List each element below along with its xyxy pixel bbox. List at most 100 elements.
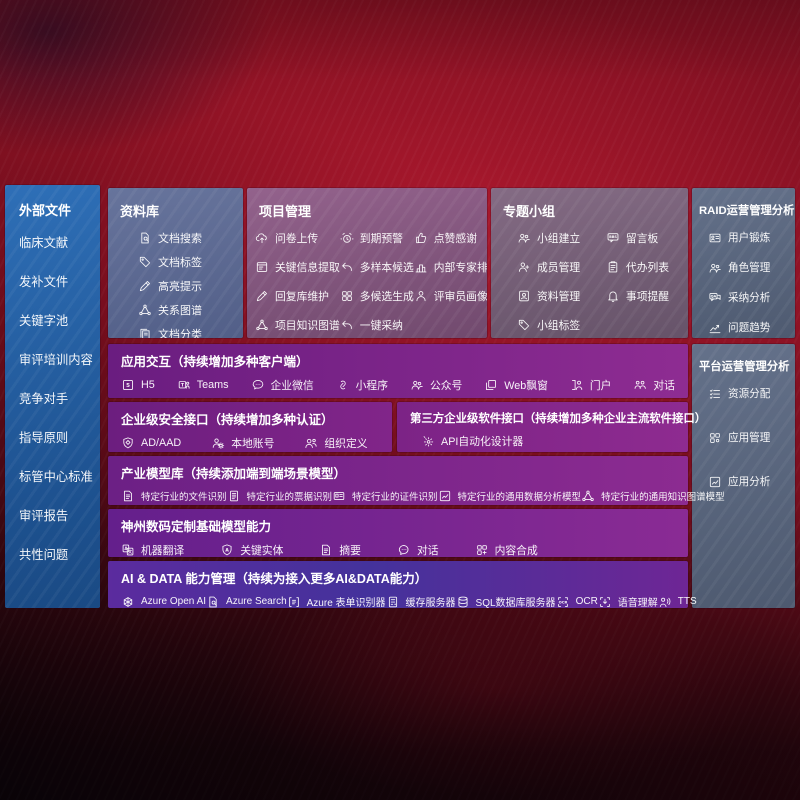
- feature-label: 关系图谱: [158, 305, 202, 317]
- feature-item: 角色管理: [708, 260, 795, 275]
- feature-label: 文档搜索: [158, 233, 202, 245]
- feature-item: 多样本候选: [340, 259, 414, 275]
- svg-text:BBS: BBS: [609, 235, 617, 239]
- platform-title: 平台运营管理分析: [699, 361, 790, 373]
- feature-label: 点赞感谢: [433, 233, 477, 245]
- feature-item: 5 H5: [121, 378, 155, 392]
- groups-column-1: 小组建立 成员管理 资料管理 小组标签: [517, 230, 606, 338]
- doc-magnifier-icon: [206, 595, 220, 609]
- band-items: 特定行业的文件识别 特定行业的票据识别 特定行业的证件识别 特定行业的通用数据分析模型…: [108, 482, 725, 503]
- platform-analysis-panel: 平台运营管理分析 资源分配 应用管理 应用分析: [692, 344, 795, 608]
- id-card-icon: [708, 231, 722, 245]
- feature-label: 文档标签: [158, 257, 202, 269]
- feature-label: 竞争对手: [19, 392, 69, 406]
- feature-label: 资料管理: [537, 291, 581, 303]
- feature-item: TTS: [658, 595, 697, 609]
- overlap-windows-icon: [484, 378, 498, 392]
- invoice-doc-icon: [227, 489, 241, 503]
- feature-label: 评审员画像: [433, 291, 487, 303]
- people-dialog-icon: [633, 378, 647, 392]
- doc-lines-icon: [121, 489, 135, 503]
- pencil-icon: [138, 279, 152, 293]
- node-graph-icon: [255, 318, 269, 332]
- feature-label: H5: [141, 379, 155, 391]
- feature-item: 特定行业的票据识别: [227, 489, 332, 503]
- base-model-band: 神州数码定制基础模型能力 A 文机器翻译 A 关键实体 摘要 对话 内容合成: [108, 509, 688, 557]
- feature-label: 回复库维护: [275, 291, 329, 303]
- feature-item: 用户锻炼: [708, 230, 795, 245]
- feature-label: 应用管理: [728, 432, 771, 444]
- feature-label: 高亮提示: [158, 281, 202, 293]
- feature-label: Azure Search: [226, 596, 287, 607]
- photo-album-icon: [517, 289, 531, 303]
- band-title: 第三方企业级软件接口（持续增加多种企业主流软件接口）: [410, 413, 707, 425]
- feature-label: 项目知识图谱: [275, 320, 340, 332]
- feature-item: BBS 留言板: [606, 230, 688, 246]
- pencil-icon: [255, 289, 269, 303]
- feature-label: 共性问题: [19, 548, 69, 562]
- feature-label: 用户锻炼: [728, 232, 771, 244]
- people-icon: [410, 378, 424, 392]
- qa-bubbles-icon: QA: [708, 291, 722, 305]
- person-door-icon: [570, 378, 584, 392]
- feature-label: 公众号: [429, 380, 463, 392]
- feature-label: 特定行业的通用数据分析模型: [457, 492, 582, 503]
- feature-label: 特定行业的文件识别: [141, 492, 227, 503]
- band-items: A 文机器翻译 A 关键实体 摘要 对话 内容合成: [108, 535, 688, 558]
- feature-label: Azure Open AI: [141, 596, 207, 607]
- platform-list: 资源分配 应用管理 应用分析: [692, 386, 795, 489]
- feature-item: SQL数据库服务器: [456, 594, 556, 609]
- band-title: 产业模型库（持续添加端到端场景模型）: [121, 467, 347, 481]
- feature-item: 一键采纳: [340, 317, 414, 333]
- feature-label: 摘要: [339, 545, 361, 557]
- feature-item: 项目知识图谱: [255, 317, 340, 333]
- grid-plus-icon: [475, 543, 489, 557]
- app-interaction-band: 应用交互（持续增加多种客户端） 5 H5 T Teams 企业微信 小程序 公众号 Web飘窗…: [108, 344, 688, 398]
- feature-label: Web飘窗: [504, 380, 548, 392]
- svg-text:T: T: [181, 383, 185, 389]
- band-items: 5 H5 T Teams 企业微信 小程序 公众号 Web飘窗 门户 对话: [108, 370, 688, 393]
- feature-label: 多样本候选: [359, 262, 414, 274]
- band-title: 应用交互（持续增加多种客户端）: [121, 355, 309, 369]
- svg-text:OCR: OCR: [558, 600, 567, 604]
- grid-2x2-icon: [340, 289, 354, 303]
- teams-logo-icon: T: [177, 378, 191, 392]
- feature-item: 事项提醒: [606, 288, 688, 304]
- feature-label: 关键字池: [19, 314, 69, 328]
- raid-title: RAID运营管理分析: [699, 205, 795, 217]
- h5-logo-icon: 5: [121, 378, 135, 392]
- sidebar-item: 竞争对手: [19, 389, 100, 407]
- feature-item: 小组建立: [517, 230, 606, 246]
- speech-brackets-icon: [598, 595, 612, 609]
- sidebar-item: 审评报告: [19, 506, 100, 524]
- project-title: 项目管理: [259, 204, 312, 219]
- sidebar-item: 指导原则: [19, 428, 100, 446]
- feature-label: 成员管理: [537, 262, 581, 274]
- svg-text:文: 文: [128, 548, 133, 554]
- feature-label: 内容合成: [494, 545, 538, 557]
- feature-item: 资料管理: [517, 288, 606, 304]
- feature-label: 事项提醒: [625, 291, 670, 303]
- feature-item: 资源分配: [708, 386, 795, 401]
- feature-item: 对话: [397, 542, 439, 558]
- feature-item: 文档分类: [138, 326, 243, 338]
- feature-label: 缓存服务器: [405, 598, 456, 609]
- feature-item: 高亮提示: [138, 278, 243, 294]
- feature-label: 企业微信: [270, 380, 314, 392]
- feature-label: OCR: [575, 596, 598, 607]
- enterprise-security-band: 企业级安全接口（持续增加多种认证） AD/AAD 本地账号 组织定义: [108, 402, 392, 452]
- server-doc-icon: [386, 595, 400, 609]
- feature-item: AD/AAD: [121, 436, 181, 450]
- clipboard-icon: [606, 260, 620, 274]
- feature-label: 指导原则: [19, 431, 69, 445]
- feature-label: SQL数据库服务器: [475, 598, 556, 609]
- band-title: 神州数码定制基础模型能力: [121, 520, 272, 534]
- band-items: API自动化设计器: [397, 426, 688, 449]
- cloud-upload-icon: [255, 231, 269, 245]
- feature-item: Azure Search: [206, 595, 287, 609]
- bbs-board-icon: BBS: [606, 231, 620, 245]
- ranking-podium-icon: [414, 260, 428, 274]
- feature-item: 评审员画像: [414, 288, 487, 304]
- feature-label: 问题趋势: [728, 322, 771, 334]
